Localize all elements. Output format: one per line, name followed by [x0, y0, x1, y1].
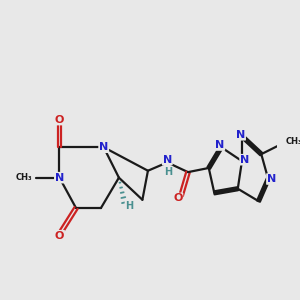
- Text: N: N: [215, 140, 224, 150]
- Text: N: N: [55, 173, 64, 183]
- Text: N: N: [99, 142, 108, 152]
- Text: H: H: [125, 201, 134, 211]
- Text: O: O: [55, 115, 64, 124]
- Text: O: O: [55, 231, 64, 241]
- Text: H: H: [165, 167, 173, 177]
- Text: CH₃: CH₃: [286, 137, 300, 146]
- Text: N: N: [240, 155, 249, 165]
- Text: N: N: [163, 155, 172, 165]
- Text: N: N: [236, 130, 245, 140]
- Text: O: O: [173, 194, 182, 203]
- Text: N: N: [267, 174, 276, 184]
- Text: CH₃: CH₃: [15, 173, 32, 182]
